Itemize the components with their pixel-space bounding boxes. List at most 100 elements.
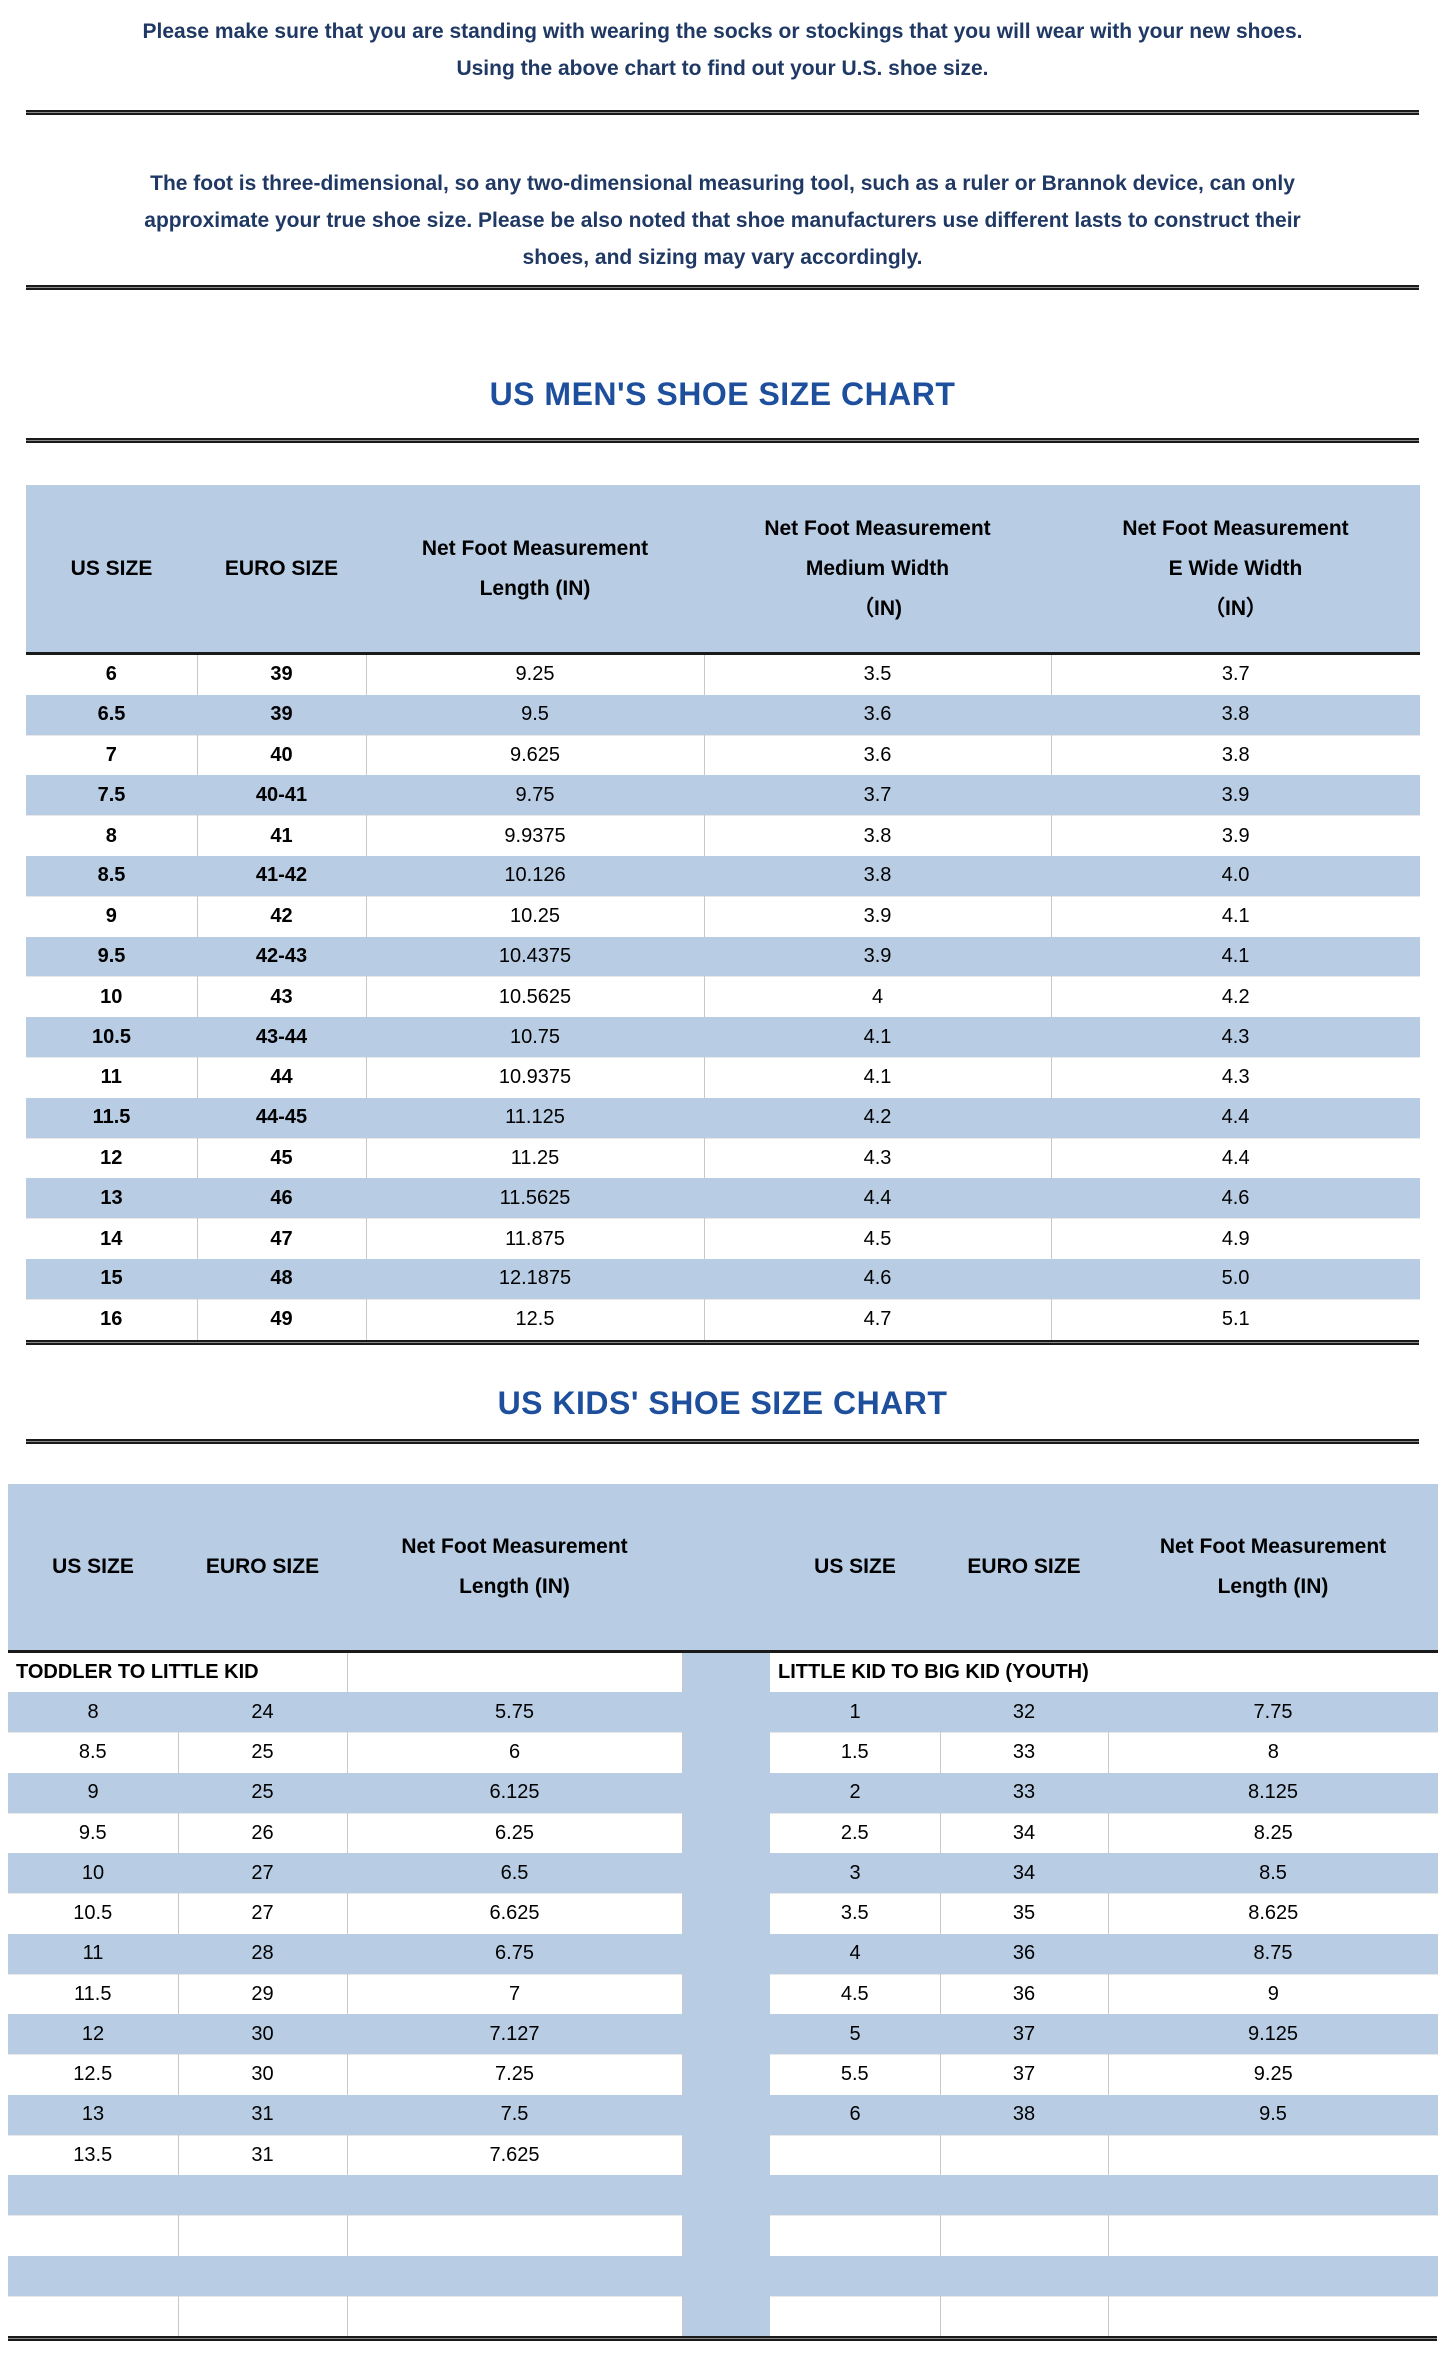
header-line: US SIZE xyxy=(52,1554,134,1578)
cell-euro-size: 41 xyxy=(197,815,367,856)
cell-wide-width: 3.9 xyxy=(1051,815,1420,856)
table-bottom-rule xyxy=(26,1339,1419,1345)
cell-euro-size: 36 xyxy=(940,1933,1108,1975)
cell-wide-width: 5.1 xyxy=(1051,1298,1420,1340)
cell-euro-size: 44 xyxy=(197,1056,367,1098)
cell-us-size: 3.5 xyxy=(770,1893,941,1934)
cell-us-size: 12 xyxy=(8,2014,178,2055)
cell-length: 7.127 xyxy=(347,2014,682,2055)
cell-length: 7.25 xyxy=(347,2054,683,2095)
separator-cell xyxy=(682,2054,770,2095)
cell-euro-size: 43 xyxy=(197,976,367,1018)
cell-length: 8 xyxy=(1108,1732,1438,1773)
header-line: E Wide Width xyxy=(1168,556,1303,580)
cell-us-size: 6 xyxy=(770,2094,940,2136)
separator-cell xyxy=(682,1772,770,1814)
section-divider xyxy=(26,285,1419,290)
empty-row xyxy=(8,2295,1438,2337)
cell-wide-width: 3.9 xyxy=(1051,775,1420,816)
cell-length: 11.25 xyxy=(366,1137,705,1179)
cell-us-size: 10 xyxy=(26,976,198,1018)
table-row: 9 25 6.125 2 33 8.125 xyxy=(8,1772,1438,1814)
cell-euro-size: 49 xyxy=(197,1298,367,1340)
header-line: Length (IN) xyxy=(1217,1574,1329,1598)
section-label-youth: LITTLE KID TO BIG KID (YOUTH) xyxy=(770,1651,1438,1693)
separator-cell xyxy=(682,2215,770,2256)
cell-medium-width: 4.2 xyxy=(704,1097,1051,1139)
kids-header-row: US SIZE EURO SIZE Net Foot Measurement Le… xyxy=(8,1483,1438,1653)
cell-length: 7 xyxy=(347,1973,683,2015)
cell-us-size: 15 xyxy=(26,1258,197,1300)
cell-euro-size: 33 xyxy=(940,1772,1108,1814)
cell-wide-width: 3.8 xyxy=(1051,734,1420,776)
separator-cell xyxy=(682,1893,770,1934)
cell-medium-width: 4.1 xyxy=(704,1056,1052,1098)
empty-row xyxy=(8,2215,1438,2256)
note-line: approximate your true shoe size. Please … xyxy=(144,209,1301,232)
cell-euro-size xyxy=(940,2134,1109,2176)
cell-us-size: 4 xyxy=(770,1933,940,1975)
kids-size-table: US SIZE EURO SIZE Net Foot Measurement Le… xyxy=(8,1483,1438,2337)
cell-wide-width: 4.9 xyxy=(1051,1218,1420,1259)
cell-length: 6.75 xyxy=(347,1933,682,1975)
column-header-e-wide-width: Net Foot Measurement E Wide Width （IN） xyxy=(1051,485,1420,655)
cell-wide-width: 4.4 xyxy=(1051,1137,1420,1179)
cell-length: 8.125 xyxy=(1108,1772,1438,1814)
header-line: Net Foot Measurement xyxy=(421,536,649,560)
cell-length: 8.625 xyxy=(1108,1893,1438,1934)
cell-length: 10.75 xyxy=(366,1017,704,1058)
cell-us-size: 9 xyxy=(8,1772,178,1814)
cell-length: 10.9375 xyxy=(366,1056,705,1098)
note-line: shoes, and sizing may vary accordingly. xyxy=(522,246,923,269)
table-row: 9.5 42-43 10.4375 3.9 4.1 xyxy=(26,936,1420,977)
cell-euro-size: 41-42 xyxy=(197,855,366,897)
cell-length: 9 xyxy=(1108,1973,1438,2015)
header-line: Length (IN) xyxy=(479,576,591,600)
section-divider xyxy=(26,1438,1419,1444)
empty-cell xyxy=(940,2295,1109,2337)
cell-length: 11.125 xyxy=(366,1097,704,1139)
mens-size-table: US SIZE EURO SIZE Net Foot Measurement Le… xyxy=(26,485,1420,1340)
cell-euro-size: 44-45 xyxy=(197,1097,366,1139)
cell-medium-width: 3.6 xyxy=(704,694,1051,736)
cell-euro-size: 40-41 xyxy=(197,775,366,816)
cell-us-size: 13.5 xyxy=(8,2134,179,2176)
mens-header-row: US SIZE EURO SIZE Net Foot Measurement Le… xyxy=(26,485,1420,655)
cell-us-size: 3 xyxy=(770,1853,940,1894)
section-label-toddler: TODDLER TO LITTLE KID xyxy=(8,1651,348,1693)
cell-euro-size: 26 xyxy=(178,1812,348,1854)
empty-cell xyxy=(178,2215,348,2256)
header-line: US SIZE xyxy=(70,556,153,580)
cell-euro-size: 42 xyxy=(197,895,367,937)
cell-length: 6 xyxy=(347,1732,683,1773)
header-line: （IN) xyxy=(853,596,902,620)
table-row: 10.5 43-44 10.75 4.1 4.3 xyxy=(26,1017,1420,1058)
cell-medium-width: 3.9 xyxy=(704,936,1051,977)
cell-euro-size: 33 xyxy=(940,1732,1109,1773)
table-row: 14 47 11.875 4.5 4.9 xyxy=(26,1218,1420,1259)
cell-length: 6.25 xyxy=(347,1812,683,1854)
cell-length: 11.875 xyxy=(366,1218,705,1259)
cell-medium-width: 3.7 xyxy=(704,775,1051,816)
cell-length: 9.5 xyxy=(1108,2094,1438,2136)
cell-us-size: 4.5 xyxy=(770,1973,941,2015)
cell-euro-size: 47 xyxy=(197,1218,367,1259)
cell-length: 10.126 xyxy=(366,855,704,897)
cell-length: 8.25 xyxy=(1108,1812,1438,1854)
cell-length: 7.75 xyxy=(1108,1692,1438,1733)
cell-length: 6.125 xyxy=(347,1772,682,1814)
table-bottom-rule xyxy=(8,2336,1437,2342)
table-row: 8 41 9.9375 3.8 3.9 xyxy=(26,815,1420,856)
cell-medium-width: 3.8 xyxy=(704,815,1052,856)
cell-wide-width: 4.2 xyxy=(1051,976,1420,1018)
cell-us-size: 5 xyxy=(770,2014,940,2055)
cell-us-size xyxy=(770,2134,941,2176)
cell-medium-width: 4.5 xyxy=(704,1218,1052,1259)
section-header-row: TODDLER TO LITTLE KID LITTLE KID TO BIG … xyxy=(8,1651,1438,1693)
column-header-euro-size: EURO SIZE xyxy=(940,1483,1108,1653)
cell-wide-width: 3.8 xyxy=(1051,694,1420,736)
cell-medium-width: 4.1 xyxy=(704,1017,1051,1058)
header-line: （IN） xyxy=(1204,596,1267,620)
cell-length: 11.5625 xyxy=(366,1178,704,1219)
section-divider xyxy=(26,110,1419,115)
